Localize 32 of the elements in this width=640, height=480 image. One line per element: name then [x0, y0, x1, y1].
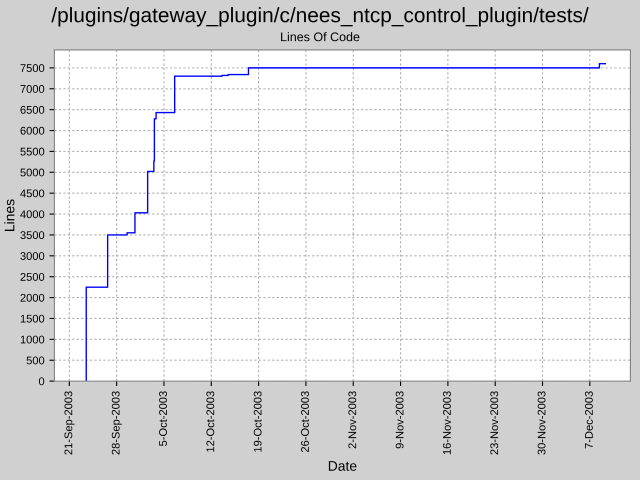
y-tick-label: 2000 [20, 294, 44, 302]
x-tick-label: 28-Sep-2003 [112, 391, 122, 455]
chart-subtitle: Lines Of Code [281, 32, 360, 42]
x-tick-label: 9-Nov-2003 [396, 391, 404, 448]
y-tick-label: 1500 [20, 314, 44, 323]
y-tick-label: 7000 [20, 85, 44, 93]
x-tick-label: 23-Nov-2003 [490, 391, 498, 455]
y-tick-label: 5500 [20, 148, 44, 156]
y-axis-title: Lines [4, 199, 14, 231]
x-tick-label: 19-Oct-2003 [254, 391, 262, 452]
y-tick-label: 3500 [20, 231, 44, 240]
y-tick-label: 0 [38, 377, 44, 386]
y-tick-label: 4000 [20, 210, 44, 218]
y-tick-label: 5000 [20, 168, 44, 176]
chart-title: /plugins/gateway_plugin/c/nees_ntcp_control_plugin/tests/ [51, 7, 589, 27]
x-tick-label: 5-Oct-2003 [159, 391, 167, 446]
y-tick-label: 6500 [20, 106, 44, 114]
x-tick-label: 7-Dec-2003 [584, 391, 593, 448]
y-tick-label: 3000 [20, 252, 44, 260]
y-tick-label: 2500 [20, 272, 44, 281]
x-tick-label: 2-Nov-2003 [348, 391, 356, 448]
x-tick-label: 12-Oct-2003 [206, 391, 214, 452]
x-axis-title: Date [328, 461, 356, 471]
y-tick-label: 1000 [20, 336, 44, 344]
x-tick-label: 16-Nov-2003 [442, 391, 451, 454]
y-tick-label: 7500 [20, 64, 44, 72]
x-tick-label: 21-Sep-2003 [64, 391, 75, 455]
y-tick-label: 500 [26, 356, 44, 364]
y-tick-label: 4500 [20, 189, 44, 198]
x-tick-label: 30-Nov-2003 [538, 391, 546, 455]
y-tick-label: 6000 [20, 126, 44, 135]
x-tick-label: 26-Oct-2003 [301, 391, 309, 452]
